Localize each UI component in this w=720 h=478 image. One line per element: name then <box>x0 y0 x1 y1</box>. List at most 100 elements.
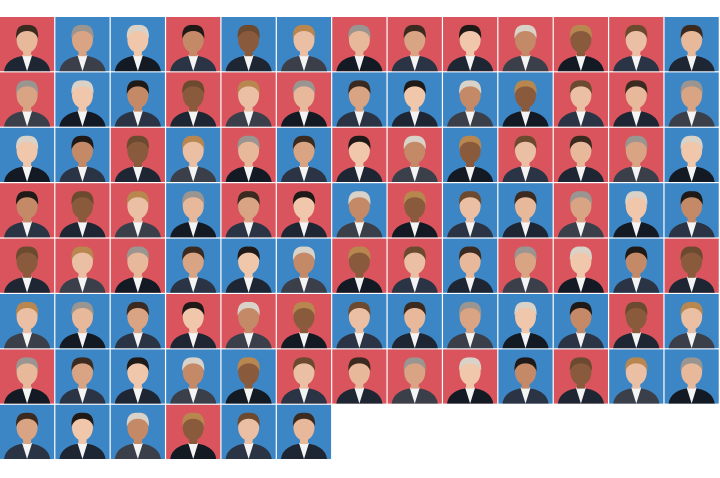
hair <box>459 301 482 316</box>
hair <box>680 24 703 39</box>
shirt <box>188 221 199 238</box>
portrait-tile <box>276 404 332 459</box>
portrait-tile <box>443 183 498 238</box>
hair <box>348 24 371 39</box>
shirt <box>132 55 143 72</box>
face <box>625 192 647 219</box>
shirt <box>465 387 476 404</box>
hair <box>16 412 39 427</box>
face <box>404 26 426 53</box>
face <box>348 303 370 330</box>
face <box>515 82 537 109</box>
face <box>459 137 481 164</box>
portrait-tile <box>276 183 332 238</box>
shirt <box>631 387 642 404</box>
portrait-tile <box>609 17 664 72</box>
hair <box>348 191 371 205</box>
shirt <box>409 387 420 404</box>
portrait-tile <box>166 349 221 404</box>
portrait-tile <box>166 238 221 293</box>
hair <box>237 246 260 261</box>
portrait-tile <box>110 17 165 72</box>
shirt <box>243 387 254 404</box>
hair <box>16 135 39 150</box>
hair <box>71 246 94 261</box>
portrait-tile <box>276 72 332 127</box>
hair <box>514 135 537 150</box>
portrait-tile <box>276 238 332 293</box>
shirt <box>409 166 420 182</box>
hair <box>292 412 316 427</box>
shirt <box>575 221 586 238</box>
portrait-tile <box>332 183 387 238</box>
portrait-tile <box>498 72 553 127</box>
face <box>293 359 315 386</box>
face <box>570 192 592 219</box>
face <box>681 359 703 386</box>
shirt <box>465 276 476 293</box>
shirt <box>686 387 697 404</box>
shirt <box>686 221 697 238</box>
portrait-tile <box>498 294 553 349</box>
face <box>348 359 370 386</box>
shirt <box>132 387 143 404</box>
hair <box>403 301 426 316</box>
shirt <box>298 332 309 349</box>
hair <box>237 191 260 205</box>
portrait-tile <box>332 294 387 349</box>
shirt <box>686 110 697 127</box>
shirt <box>22 443 33 459</box>
hair <box>126 246 149 261</box>
portrait-tile <box>609 294 664 349</box>
face <box>238 82 260 109</box>
shirt <box>520 55 531 72</box>
portrait-tile <box>110 72 165 127</box>
face <box>127 303 149 330</box>
portrait-tile <box>332 72 387 127</box>
shirt <box>465 55 476 72</box>
portrait-tile <box>609 72 664 127</box>
shirt <box>132 166 143 182</box>
face <box>16 137 38 164</box>
portrait-tile <box>498 183 553 238</box>
portrait-tile <box>166 183 221 238</box>
face <box>238 414 260 441</box>
portrait-tile <box>332 238 387 293</box>
shirt <box>354 276 365 293</box>
portrait-tile <box>664 17 719 72</box>
hair <box>459 135 482 150</box>
portrait-tile <box>443 72 498 127</box>
face <box>681 303 703 330</box>
shirt <box>354 55 365 72</box>
hair <box>16 24 39 39</box>
face <box>182 137 204 164</box>
face <box>71 414 93 441</box>
shirt <box>188 110 199 127</box>
portrait-tile <box>664 238 719 293</box>
shirt <box>132 110 143 127</box>
portrait-tile <box>553 72 608 127</box>
portrait-tile <box>553 183 608 238</box>
shirt <box>298 110 309 127</box>
shirt <box>575 110 586 127</box>
portrait-tile <box>166 127 221 182</box>
shirt <box>686 166 697 182</box>
portrait-tile <box>609 349 664 404</box>
face <box>293 26 315 53</box>
face <box>293 82 315 109</box>
hair <box>292 24 316 39</box>
portrait-tile <box>276 17 332 72</box>
shirt <box>22 55 33 72</box>
hair <box>514 246 537 261</box>
hair <box>403 135 426 150</box>
hair <box>126 24 149 39</box>
shirt <box>188 166 199 182</box>
face <box>459 82 481 109</box>
face <box>16 248 38 275</box>
face <box>238 26 260 53</box>
portrait-tile <box>0 17 55 72</box>
portrait-tile <box>443 349 498 404</box>
face <box>570 137 592 164</box>
hair <box>514 357 537 372</box>
